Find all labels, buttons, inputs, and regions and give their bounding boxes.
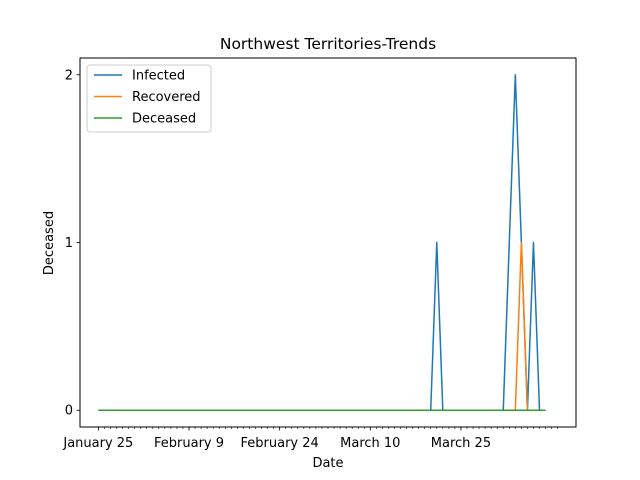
y-tick-label: 0: [65, 404, 73, 419]
legend-label-recovered: Recovered: [132, 90, 201, 105]
legend-label-deceased: Deceased: [132, 112, 196, 127]
x-tick-label: January 25: [62, 436, 133, 451]
legend-label-infected: Infected: [132, 69, 185, 84]
x-tick-label: February 9: [154, 436, 224, 451]
x-tick-label: March 25: [431, 436, 491, 451]
y-tick-label: 2: [65, 68, 73, 83]
y-axis: 0 1 2: [65, 68, 80, 419]
series-line-infected: [98, 74, 546, 411]
x-tick-label: March 10: [340, 436, 400, 451]
x-axis: January 25 February 9 February 24 March 10 M…: [62, 427, 558, 451]
y-tick-label: 1: [65, 236, 73, 251]
y-axis-title: Deceased: [42, 211, 57, 275]
chart-title: Northwest Territories-Trends: [220, 35, 436, 53]
legend-box: [86, 64, 212, 133]
x-tick-label: February 24: [241, 436, 319, 451]
legend: Infected Recovered Deceased: [86, 64, 212, 133]
plot-lines: [98, 74, 546, 411]
x-axis-title: Date: [312, 456, 343, 471]
